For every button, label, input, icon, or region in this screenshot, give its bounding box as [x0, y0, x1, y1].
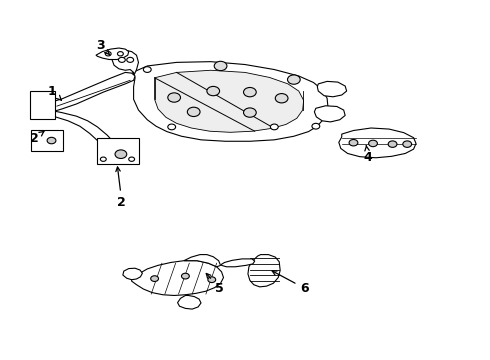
Circle shape	[270, 124, 278, 130]
Circle shape	[388, 141, 397, 147]
Circle shape	[403, 141, 412, 147]
Polygon shape	[339, 128, 416, 158]
Polygon shape	[48, 72, 135, 112]
Circle shape	[368, 140, 377, 147]
Polygon shape	[132, 261, 223, 296]
Polygon shape	[177, 296, 201, 309]
Polygon shape	[221, 259, 255, 267]
Polygon shape	[112, 50, 139, 76]
Polygon shape	[155, 70, 304, 132]
Polygon shape	[49, 111, 119, 154]
Polygon shape	[248, 255, 280, 287]
Circle shape	[207, 86, 220, 96]
Text: 2: 2	[29, 131, 44, 145]
Circle shape	[244, 108, 256, 117]
Polygon shape	[318, 81, 346, 97]
Circle shape	[129, 157, 135, 161]
Circle shape	[115, 150, 127, 158]
Text: 4: 4	[364, 145, 372, 164]
Text: 1: 1	[48, 85, 61, 100]
FancyBboxPatch shape	[30, 91, 55, 119]
Polygon shape	[133, 62, 328, 141]
Circle shape	[151, 276, 159, 282]
Circle shape	[105, 51, 111, 56]
Circle shape	[349, 139, 358, 146]
Polygon shape	[96, 48, 129, 59]
Circle shape	[47, 137, 56, 144]
Polygon shape	[184, 255, 220, 267]
Polygon shape	[123, 268, 143, 280]
Circle shape	[187, 107, 200, 117]
Circle shape	[208, 277, 216, 283]
Circle shape	[288, 75, 300, 84]
Circle shape	[244, 87, 256, 97]
Circle shape	[168, 93, 180, 102]
Circle shape	[100, 157, 106, 161]
Circle shape	[119, 57, 125, 62]
Circle shape	[127, 57, 134, 62]
Polygon shape	[315, 106, 345, 122]
Text: 3: 3	[97, 39, 110, 55]
Text: 5: 5	[206, 274, 224, 295]
Circle shape	[214, 61, 227, 71]
Circle shape	[275, 94, 288, 103]
Circle shape	[312, 123, 320, 129]
Text: 6: 6	[272, 271, 309, 295]
Text: 2: 2	[116, 167, 126, 209]
Bar	[31, 130, 63, 150]
Circle shape	[168, 124, 175, 130]
Bar	[98, 138, 139, 164]
Circle shape	[144, 67, 151, 72]
Circle shape	[181, 273, 189, 279]
Circle shape	[118, 51, 123, 56]
